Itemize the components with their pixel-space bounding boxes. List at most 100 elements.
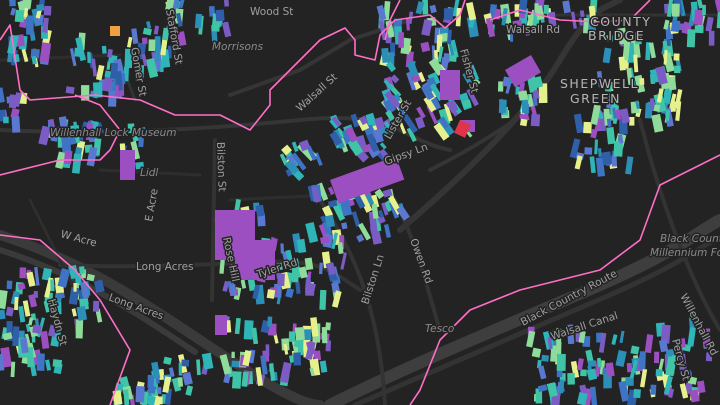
building — [160, 35, 168, 56]
building — [569, 138, 581, 159]
building — [598, 332, 607, 353]
building — [283, 343, 289, 355]
building — [240, 279, 247, 289]
building — [266, 289, 276, 299]
building — [69, 48, 77, 67]
building — [626, 362, 633, 373]
building — [341, 222, 348, 230]
building — [305, 280, 311, 293]
building — [594, 118, 602, 132]
building — [57, 268, 71, 288]
building — [302, 329, 312, 341]
building — [331, 232, 339, 250]
building — [68, 264, 80, 280]
building — [573, 113, 584, 134]
building — [359, 115, 369, 126]
building — [705, 352, 713, 362]
building — [533, 76, 544, 89]
building — [562, 0, 571, 14]
label-long-acres-1: Long Acres — [136, 261, 194, 273]
building — [372, 128, 384, 144]
building — [39, 0, 47, 5]
label-shepwell-green: SHEPWELL GREEN — [560, 76, 639, 106]
building — [22, 300, 31, 317]
building — [655, 369, 663, 377]
building — [644, 334, 654, 354]
building — [10, 108, 20, 119]
building — [596, 70, 604, 88]
building — [546, 382, 559, 398]
building — [151, 361, 161, 379]
building — [17, 282, 26, 291]
building — [87, 51, 91, 64]
building — [618, 134, 624, 144]
building — [298, 266, 308, 279]
building — [660, 324, 671, 344]
building — [175, 12, 183, 27]
label-lidl: Lidl — [140, 167, 158, 179]
building — [185, 385, 194, 396]
building — [347, 138, 364, 157]
building — [656, 88, 664, 103]
building — [31, 55, 37, 65]
building — [639, 78, 645, 85]
building — [107, 49, 113, 58]
building — [92, 300, 100, 312]
building — [448, 42, 455, 56]
building — [415, 1, 425, 15]
label-wood-st: Wood St — [250, 6, 293, 18]
building — [345, 126, 359, 143]
building — [686, 29, 696, 48]
building-large — [235, 240, 275, 280]
building — [231, 351, 235, 359]
building — [687, 376, 698, 385]
building — [531, 347, 542, 358]
building — [633, 388, 641, 399]
building — [595, 157, 606, 177]
building — [547, 337, 553, 350]
building — [497, 81, 504, 92]
building — [376, 4, 387, 21]
building — [446, 99, 459, 113]
building — [142, 27, 152, 36]
building — [158, 369, 165, 380]
building — [175, 31, 187, 47]
building — [351, 211, 361, 227]
building — [590, 104, 601, 126]
building — [366, 133, 380, 153]
building — [327, 186, 335, 196]
building — [18, 305, 26, 323]
building — [462, 72, 474, 88]
building — [705, 16, 714, 32]
building — [331, 116, 342, 128]
building — [26, 15, 34, 35]
label-morrisons: Morrisons — [212, 41, 264, 53]
building — [526, 330, 536, 348]
building — [438, 108, 451, 126]
building — [10, 7, 16, 16]
building — [597, 357, 602, 368]
building — [426, 104, 438, 125]
building — [533, 89, 540, 100]
building — [47, 324, 58, 338]
building — [162, 376, 172, 393]
building — [406, 60, 419, 77]
building — [8, 94, 18, 109]
label-county-bridge: COUNTY BRIDGE — [588, 14, 651, 43]
building — [648, 42, 656, 59]
building — [147, 374, 154, 388]
building — [421, 19, 433, 37]
building — [45, 359, 52, 371]
building-large — [120, 150, 135, 180]
building — [75, 37, 84, 50]
building — [14, 296, 19, 311]
building — [547, 11, 557, 28]
building — [306, 145, 317, 161]
building — [708, 30, 715, 46]
building — [321, 205, 334, 218]
building — [618, 56, 626, 71]
building — [653, 351, 660, 364]
